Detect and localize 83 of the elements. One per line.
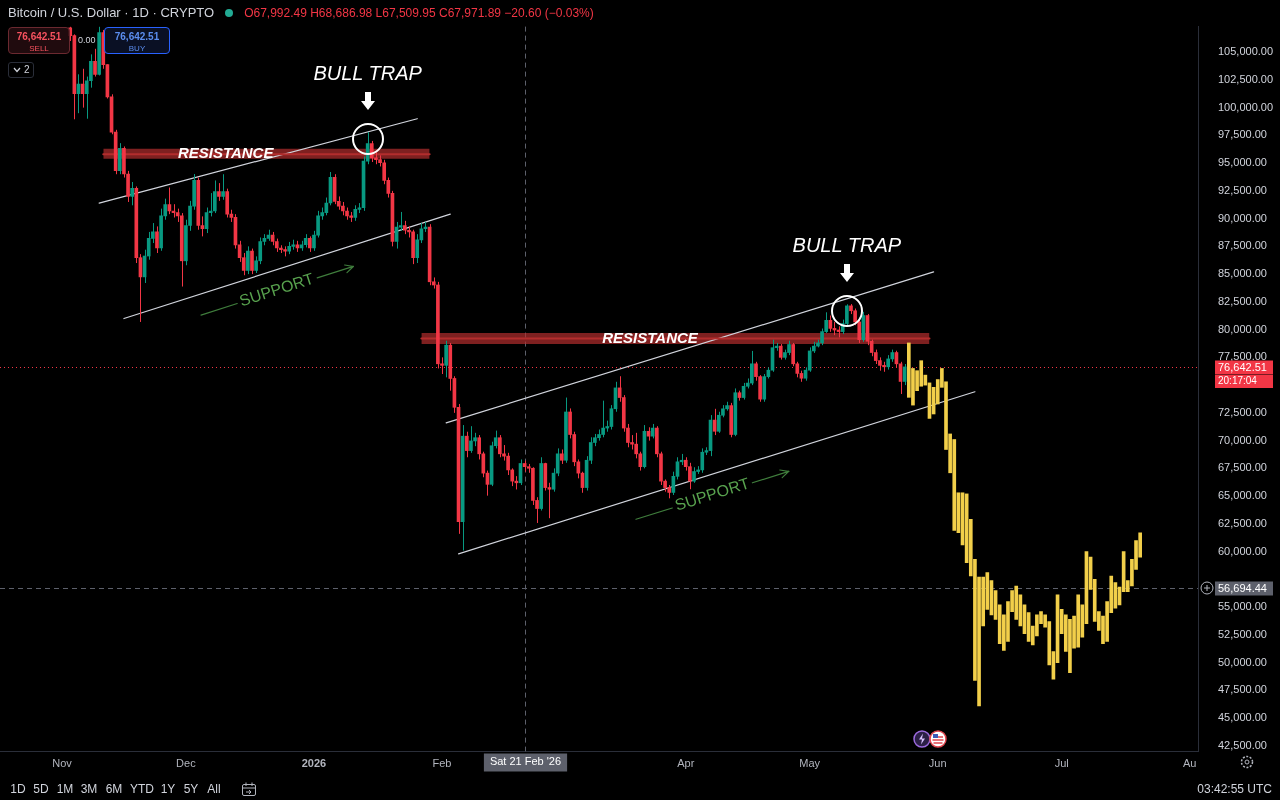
y-tick-label: 65,000.00 xyxy=(1218,489,1267,502)
annotation: 76,642.51 xyxy=(113,31,161,42)
candlestick xyxy=(902,363,907,386)
y-tick-label: 102,500.00 xyxy=(1218,72,1274,85)
candlestick xyxy=(469,425,473,454)
candlestick xyxy=(750,350,754,386)
text: YTD xyxy=(130,782,154,796)
annotation: BULL TRAP xyxy=(313,61,423,84)
y-tick-label: 80,000.00 xyxy=(1218,322,1267,335)
candlestick xyxy=(225,188,230,219)
annotation: 0.00 xyxy=(78,35,96,45)
y-tick-label: 70,000.00 xyxy=(1218,433,1267,446)
annotation: SELL xyxy=(28,44,50,53)
y-tick-label: 87,500.00 xyxy=(1218,239,1267,252)
y-tick-label: 77,500.00 xyxy=(1218,350,1267,363)
annotation: 76,642.51 xyxy=(15,31,63,42)
bar xyxy=(1076,594,1081,648)
candlestick xyxy=(212,179,217,214)
series-label: RESISTANCE xyxy=(602,328,699,346)
y-tick-label: 105,000.00 xyxy=(1218,45,1274,58)
x-tick-label: Jun xyxy=(928,757,947,770)
x-tick-label: Au xyxy=(1183,757,1197,770)
y-tick-label: 85,000.00 xyxy=(1218,267,1267,280)
annotation: BULL TRAP xyxy=(792,233,902,256)
text: 6M xyxy=(105,782,123,796)
y-tick-label: 92,500.00 xyxy=(1218,183,1267,196)
y-tick-label: 42,500.00 xyxy=(1218,738,1267,751)
y-tick-label: 95,000.00 xyxy=(1218,156,1267,169)
candlestick xyxy=(601,400,605,438)
candlestick xyxy=(93,48,97,78)
x-tick-label: Apr xyxy=(677,757,695,770)
text: 1Y xyxy=(160,782,176,796)
text: All xyxy=(207,782,221,796)
series-label: RESISTANCE xyxy=(177,144,275,162)
bar xyxy=(1068,618,1072,673)
candlestick xyxy=(716,411,721,434)
y-tick-label: 55,000.00 xyxy=(1218,600,1267,613)
y-tick-label: 52,500.00 xyxy=(1218,627,1267,640)
candlestick xyxy=(415,233,420,264)
annotation: BUY xyxy=(127,44,147,53)
text: 1D xyxy=(10,782,26,796)
candlestick xyxy=(498,434,502,458)
x-tick-label: Jul xyxy=(1054,757,1069,770)
y-tick-label: 97,500.00 xyxy=(1218,128,1267,141)
y-tick-label: 50,000.00 xyxy=(1218,655,1267,668)
candlestick xyxy=(130,181,135,206)
candlestick xyxy=(857,319,862,344)
ref-line-label: Sat 21 Feb '26 xyxy=(489,755,562,768)
text: 1M xyxy=(56,782,74,796)
ref-line-label: 56,694.44 xyxy=(1218,581,1267,594)
bar xyxy=(919,360,924,387)
candlestick xyxy=(246,245,250,275)
y-tick-label: 90,000.00 xyxy=(1218,211,1267,224)
y-tick-label: 47,500.00 xyxy=(1218,683,1267,696)
candlestick xyxy=(762,373,767,403)
buy-button: 76,642.51 BUY xyxy=(104,27,170,54)
chart-subtitle: O67,992.49 H68,686.98 L67,509.95 C67,971.89 −20.60 (−0.03%) xyxy=(244,5,594,20)
chart-title: Bitcoin / U.S. Dollar · 1D · CRYPTO xyxy=(8,5,215,20)
candlestick xyxy=(464,431,469,458)
text: 03:42:55 UTC xyxy=(1197,782,1272,796)
annotation: 2 xyxy=(24,64,30,75)
text: 20:17:04 xyxy=(1215,374,1273,388)
y-tick-label: 82,500.00 xyxy=(1218,294,1267,307)
candlestick xyxy=(250,248,254,275)
ref-line-label: 76,642.51 xyxy=(1218,360,1267,373)
x-tick-label: 2026 xyxy=(301,757,327,770)
x-tick-label: Feb xyxy=(432,757,452,770)
x-tick-label: Dec xyxy=(176,757,197,770)
y-tick-label: 62,500.00 xyxy=(1218,516,1267,529)
y-tick-label: 45,000.00 xyxy=(1218,711,1267,724)
text: 5Y xyxy=(183,782,199,796)
dropdown-button: 2 xyxy=(8,62,34,78)
y-tick-label: 100,000.00 xyxy=(1218,100,1274,113)
candlestick xyxy=(155,225,159,254)
candlestick xyxy=(117,142,122,175)
text: 5D xyxy=(33,782,49,796)
x-tick-label: May xyxy=(799,757,821,770)
y-tick-label: 72,500.00 xyxy=(1218,405,1267,418)
text: 3M xyxy=(80,782,98,796)
y-tick-label: 67,500.00 xyxy=(1218,461,1267,474)
y-tick-label: 60,000.00 xyxy=(1218,544,1267,557)
sell-button: 76,642.51 SELL xyxy=(8,27,70,54)
x-tick-label: Nov xyxy=(52,757,73,770)
